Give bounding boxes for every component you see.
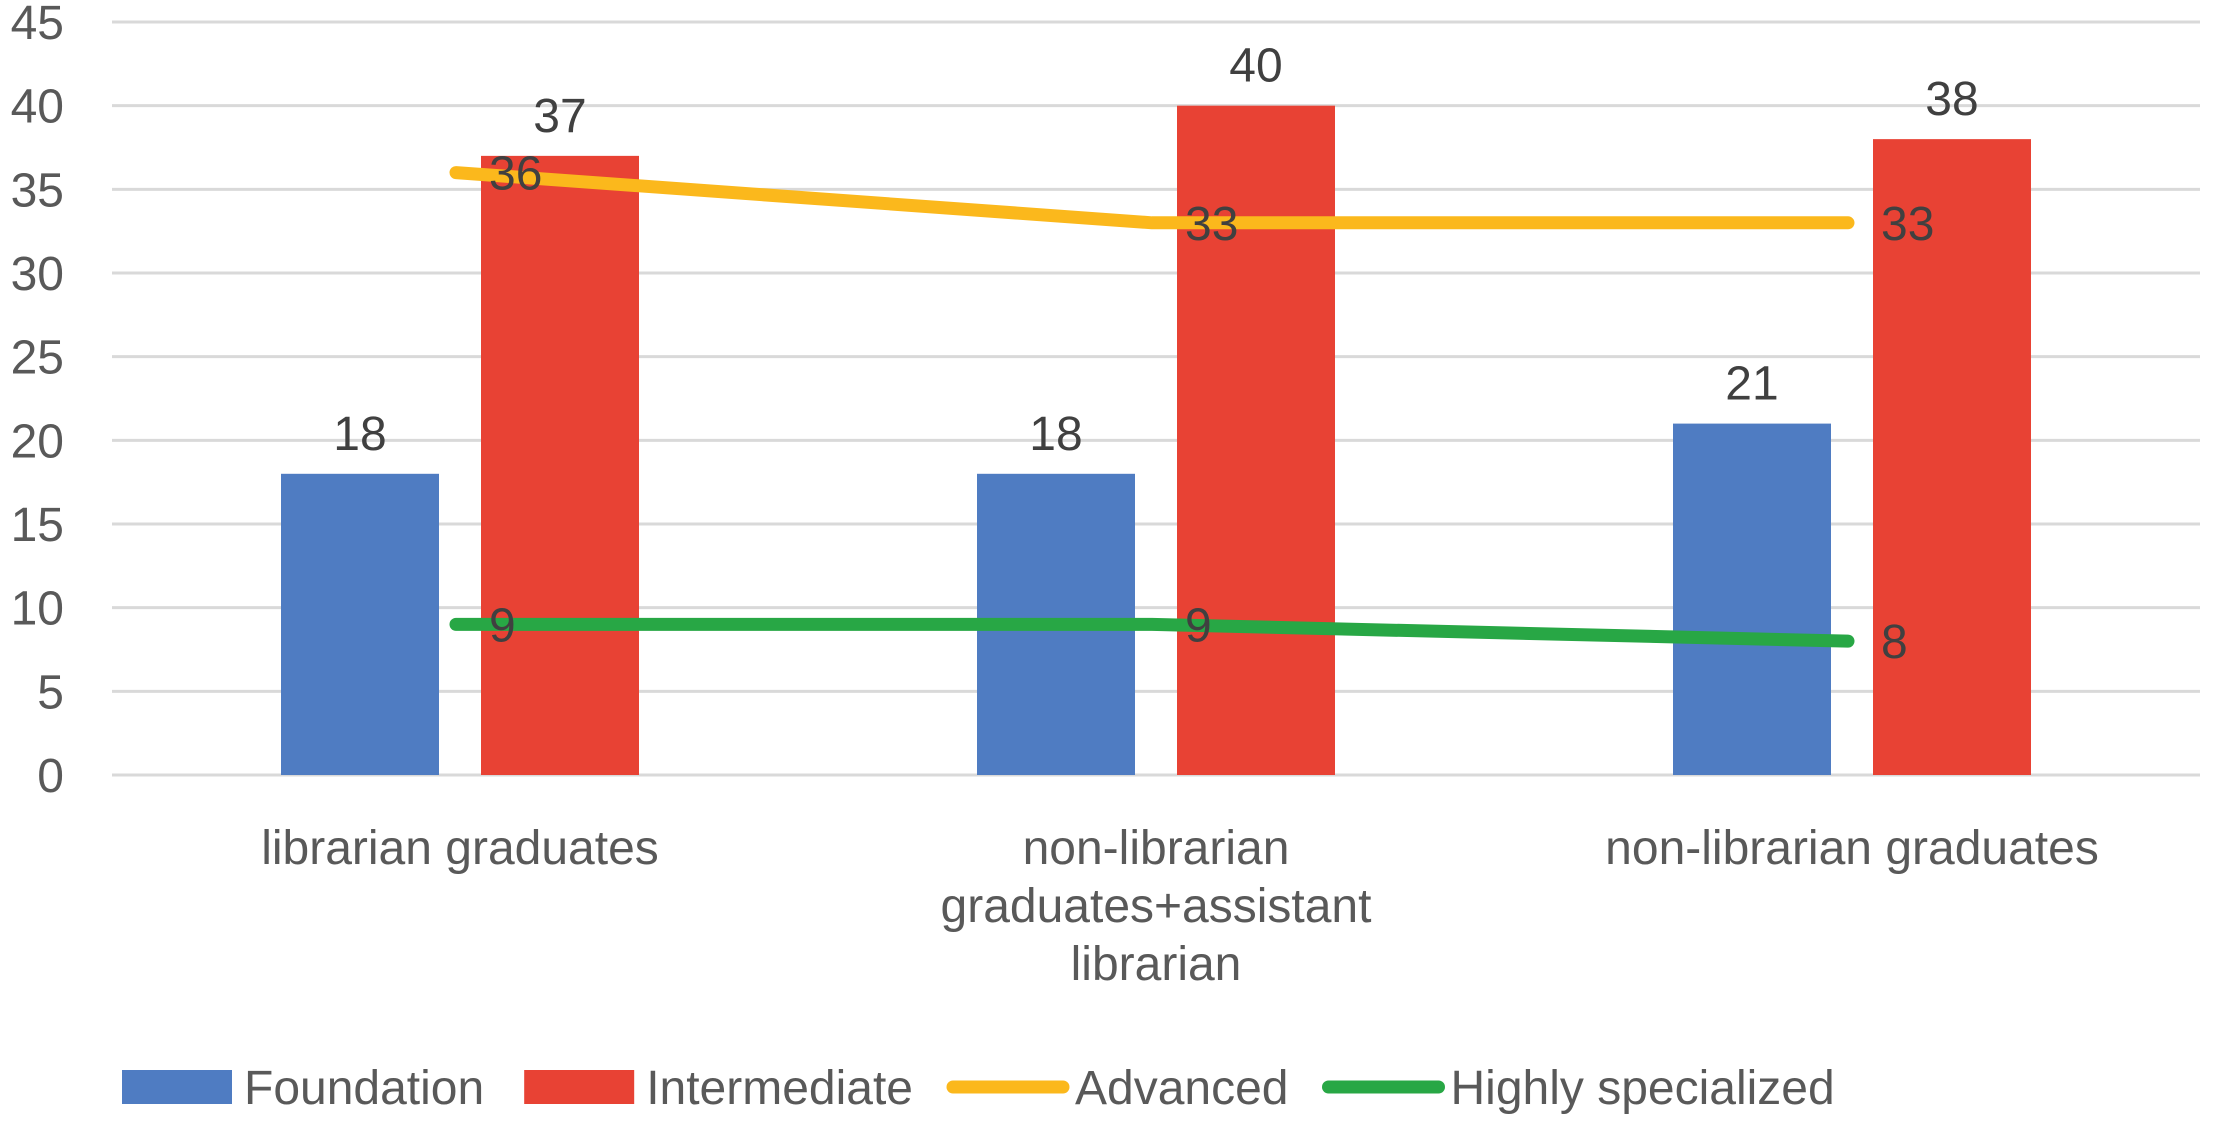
legend-swatch-intermediate	[524, 1070, 635, 1104]
bar-intermediate	[1873, 139, 2031, 776]
line-highly-specialized	[449, 617, 1855, 648]
data-label: 9	[489, 599, 516, 652]
data-label: 37	[533, 90, 586, 143]
data-label: 33	[1185, 198, 1238, 251]
y-tick-label: 35	[11, 164, 64, 217]
bar-foundation	[1673, 423, 1831, 775]
data-label: 40	[1229, 40, 1282, 93]
x-category-label: non-librarian	[1023, 822, 1290, 875]
data-label: 21	[1725, 358, 1778, 411]
bar-foundation	[281, 473, 439, 775]
legend-label-advanced: Advanced	[1075, 1062, 1289, 1115]
x-category-label: librarian graduates	[261, 822, 659, 875]
x-category-label: non-librarian graduates	[1605, 822, 2099, 875]
y-tick-label: 20	[11, 415, 64, 468]
data-label: 33	[1881, 198, 1934, 251]
y-tick-label: 30	[11, 248, 64, 301]
x-category-label: librarian	[1071, 938, 1242, 991]
y-tick-label: 5	[37, 666, 64, 719]
legend-swatch-foundation	[122, 1070, 232, 1104]
data-label: 36	[489, 148, 542, 201]
y-tick-label: 0	[37, 750, 64, 803]
data-label: 8	[1881, 616, 1908, 669]
x-category-label: graduates+assistant	[941, 880, 1372, 933]
y-axis-ticks: 0 5 10 15 20 25 30 35 40 45	[11, 0, 64, 803]
y-tick-label: 10	[11, 583, 64, 636]
data-label: 9	[1185, 599, 1212, 652]
legend-label-highly-specialized: Highly specialized	[1451, 1062, 1835, 1115]
legend-label-intermediate: Intermediate	[646, 1062, 913, 1115]
legend: Foundation Intermediate Advanced Highly spe…	[122, 1062, 1835, 1115]
data-label: 38	[1925, 73, 1978, 126]
line-advanced	[449, 166, 1855, 230]
y-tick-label: 25	[11, 332, 64, 385]
y-tick-label: 45	[11, 0, 64, 50]
data-labels: 18 18 21 37 40 38 36 33 33 9 9 8	[333, 40, 1978, 669]
data-label: 18	[1029, 408, 1082, 461]
gridlines	[112, 20, 2200, 777]
bar-intermediate	[481, 155, 639, 775]
y-tick-label: 15	[11, 499, 64, 552]
data-label: 18	[333, 408, 386, 461]
y-tick-label: 40	[11, 81, 64, 134]
x-axis-categories: librarian graduates non-librariangraduate…	[261, 822, 2099, 991]
legend-label-foundation: Foundation	[244, 1062, 484, 1115]
lines	[449, 166, 1855, 648]
